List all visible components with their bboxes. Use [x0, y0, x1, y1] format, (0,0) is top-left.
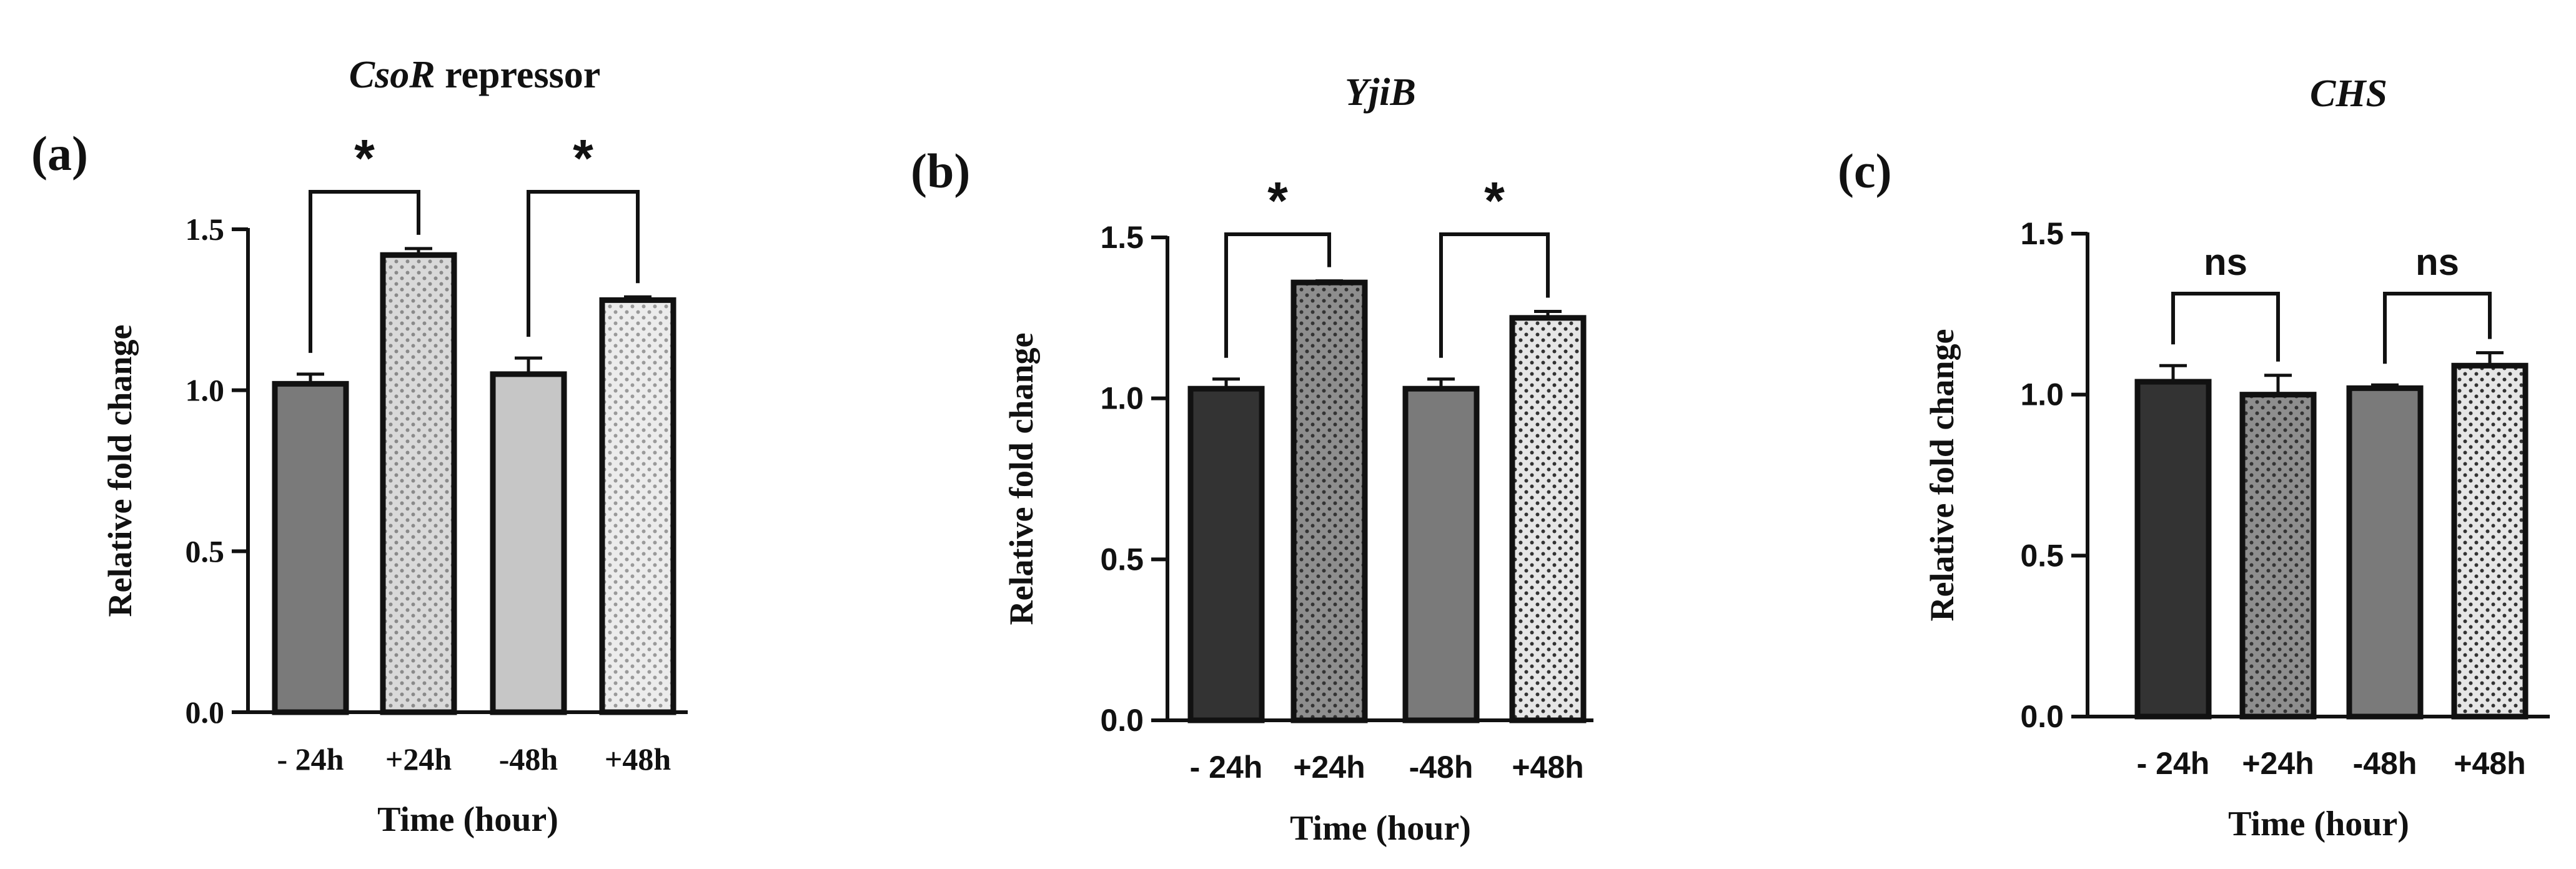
y-tick-label: 0.5: [1100, 542, 1144, 577]
bar: [2451, 362, 2529, 720]
significance-bracket: [2171, 292, 2280, 362]
chart-title: CHS: [2310, 72, 2387, 115]
chart-panel-b: (b) YjiB Relative fold change 0.0 0.5 1.0 1.5 -…: [911, 71, 1593, 848]
panel-label: (b): [911, 144, 970, 198]
x-tick-label: +24h: [385, 742, 452, 777]
significance-label: *: [573, 129, 593, 187]
x-tick-label: -48h: [2353, 746, 2417, 781]
x-axis-label: Time (hour): [377, 800, 558, 839]
x-tick-label: +24h: [2242, 746, 2314, 781]
bar: [490, 371, 567, 715]
x-tick-label: +48h: [2454, 746, 2525, 781]
bar: [272, 380, 349, 715]
bar: [380, 252, 457, 715]
y-tick-label: 0.0: [1100, 703, 1144, 738]
y-tick-label: 1.0: [2020, 377, 2064, 412]
chart-title: CsoR repressor: [349, 54, 600, 96]
bar: [2346, 385, 2424, 720]
significance-label: ns: [2204, 241, 2247, 283]
x-tick-label: - 24h: [1190, 750, 1263, 785]
chart-panel-a: (a) CsoR repressor Relative fold change 0.0…: [31, 54, 688, 839]
x-tick-label: -48h: [1409, 750, 1474, 785]
y-axis-label: Relative fold change: [1003, 333, 1040, 625]
chart-title: YjiB: [1345, 71, 1416, 114]
y-tick-label: 1.5: [186, 212, 225, 247]
bar: [2239, 392, 2317, 720]
y-tick-label: 0.0: [186, 695, 225, 730]
significance-bracket: [309, 190, 420, 353]
bar: [599, 297, 676, 715]
y-tick-label: 1.0: [1100, 381, 1144, 416]
y-tick-label: 0.5: [2020, 538, 2064, 573]
bar: [1402, 385, 1480, 723]
bar: [1509, 315, 1587, 723]
y-tick-label: 1.5: [2020, 216, 2064, 251]
y-axis-label: Relative fold change: [101, 325, 139, 617]
x-tick-label: +24h: [1293, 750, 1365, 785]
y-tick-label: 0.5: [186, 534, 225, 569]
significance-label: ns: [2415, 241, 2459, 283]
chart-panel-c: (c) CHS Relative fold change 0.0 0.5 1.0 1.5 - …: [1838, 72, 2550, 843]
x-tick-label: - 24h: [277, 742, 344, 777]
significance-label: *: [1484, 171, 1505, 230]
panel-label: (a): [31, 126, 88, 181]
significance-label: *: [1267, 171, 1288, 230]
panel-label: (c): [1838, 144, 1892, 198]
y-axis-label: Relative fold change: [1923, 329, 1961, 622]
x-tick-label: - 24h: [2137, 746, 2210, 781]
x-axis-label: Time (hour): [1290, 809, 1471, 848]
significance-label: *: [354, 129, 375, 187]
significance-bracket: [1439, 232, 1550, 358]
bar: [1187, 385, 1265, 723]
x-tick-label: +48h: [605, 742, 671, 777]
y-tick-label: 1.0: [186, 373, 225, 408]
bar: [2134, 379, 2212, 720]
y-tick-label: 0.0: [2020, 699, 2064, 734]
bar: [1290, 279, 1368, 723]
x-tick-label: +48h: [1512, 750, 1583, 785]
significance-bracket: [527, 190, 640, 337]
x-tick-label: -48h: [499, 742, 558, 777]
y-tick-label: 1.5: [1100, 220, 1144, 255]
significance-bracket: [1224, 232, 1331, 358]
x-axis-label: Time (hour): [2228, 805, 2409, 843]
significance-bracket: [2383, 292, 2492, 364]
